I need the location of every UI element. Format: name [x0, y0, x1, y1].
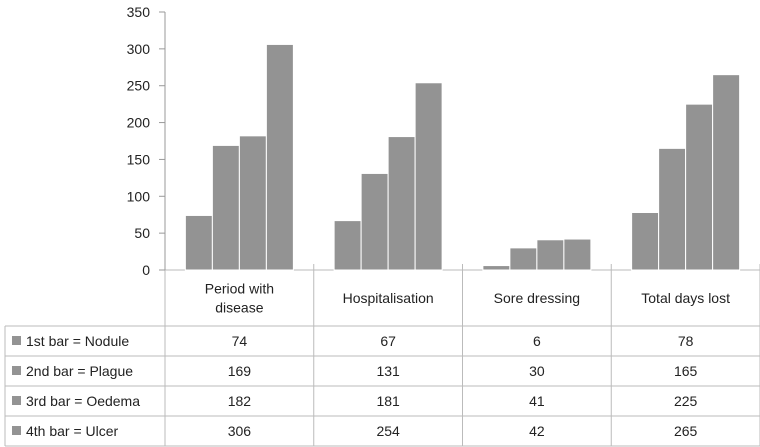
data-label: 78: [678, 333, 694, 349]
data-label: 41: [529, 393, 545, 409]
bar: [685, 103, 714, 271]
bar: [238, 135, 267, 271]
bar: [265, 43, 294, 271]
data-label: 225: [674, 393, 698, 409]
category-label-line: Period with: [205, 281, 274, 297]
data-label: 74: [232, 333, 248, 349]
y-tick-label: 100: [127, 188, 151, 204]
y-tick-label: 350: [127, 4, 151, 20]
data-label: 30: [529, 363, 545, 379]
legend-key: [12, 396, 21, 405]
data-label: 181: [376, 393, 400, 409]
bar: [658, 147, 687, 271]
y-tick-label: 150: [127, 151, 151, 167]
bar: [712, 74, 741, 271]
bar: [563, 238, 592, 271]
series-label: 2nd bar = Plague: [26, 363, 133, 379]
y-tick-label: 250: [127, 78, 151, 94]
category-label: Total days lost: [641, 290, 730, 306]
legend-key: [12, 366, 21, 375]
series-label: 4th bar = Ulcer: [26, 423, 119, 439]
chart-labels: 0 50 100 150 200 250 300 350 Period with disease H…: [12, 4, 730, 439]
bar: [360, 172, 389, 271]
bar: [482, 265, 511, 271]
bar: [414, 82, 443, 271]
bar: [184, 214, 213, 271]
bar: [333, 220, 362, 271]
data-label: 67: [380, 333, 396, 349]
category-label: Period with disease: [205, 281, 274, 316]
category-label-line: disease: [215, 300, 263, 316]
y-tick-label: 200: [127, 115, 151, 131]
bar: [387, 136, 416, 271]
category-label-line: Hospitalisation: [343, 290, 434, 306]
bar: [631, 212, 660, 271]
category-label-line: Sore dressing: [494, 290, 580, 306]
series-label: 1st bar = Nodule: [26, 333, 129, 349]
category-label: Hospitalisation: [343, 290, 434, 306]
data-label: 131: [376, 363, 400, 379]
data-label: 254: [376, 423, 400, 439]
series-label: 3rd bar = Oedema: [26, 393, 140, 409]
data-table-grid: [4, 264, 760, 447]
data-label: 169: [228, 363, 252, 379]
data-label: 306: [228, 423, 252, 439]
data-label: 265: [674, 423, 698, 439]
y-tick-label: 300: [127, 41, 151, 57]
y-tick-label: 50: [134, 225, 150, 241]
category-label-line: Total days lost: [641, 290, 730, 306]
y-tick-label: 0: [142, 262, 150, 278]
data-label: 165: [674, 363, 698, 379]
bar: [536, 239, 565, 271]
bar: [509, 247, 538, 271]
legend-key: [12, 426, 21, 435]
data-label: 182: [228, 393, 252, 409]
category-label: Sore dressing: [494, 290, 580, 306]
bar: [211, 144, 240, 271]
data-label: 42: [529, 423, 545, 439]
bar-marks: [184, 43, 741, 271]
legend-key: [12, 336, 21, 345]
data-label: 6: [533, 333, 541, 349]
y-axis: [159, 11, 166, 271]
